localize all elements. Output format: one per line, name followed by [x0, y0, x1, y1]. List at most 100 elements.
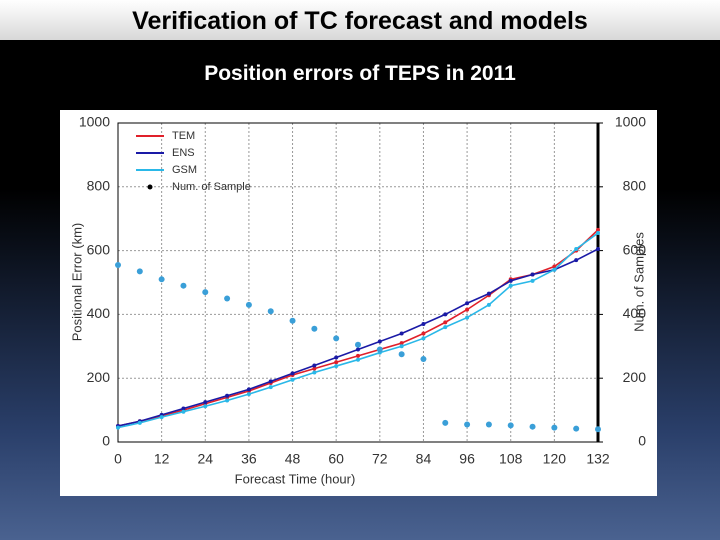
sample-dot: [333, 335, 340, 342]
line-marker: [596, 247, 600, 252]
line-marker: [443, 320, 448, 325]
sample-dot: [464, 421, 471, 428]
line-marker: [268, 379, 273, 384]
line-marker: [334, 364, 339, 369]
legend-label: TEM: [172, 130, 195, 142]
sample-dot: [224, 295, 231, 302]
y-tick-label: 0: [102, 433, 110, 449]
legend-label: ENS: [172, 147, 195, 159]
line-marker: [421, 331, 426, 336]
y-tick-label: 600: [87, 241, 111, 257]
sample-dot: [355, 341, 361, 348]
line-marker: [443, 312, 448, 317]
line-marker: [356, 347, 360, 352]
y-axis-title: Positional Error (km): [69, 223, 84, 341]
sample-dot: [245, 301, 252, 308]
line-marker: [465, 301, 470, 306]
y2-tick-label: 400: [623, 305, 647, 321]
line-marker: [465, 315, 470, 320]
y2-tick-label: 0: [638, 433, 646, 449]
line-marker: [203, 400, 208, 405]
sample-dot: [529, 423, 536, 430]
line-marker: [246, 387, 251, 392]
x-tick-label: 108: [499, 451, 523, 467]
line-marker: [443, 325, 448, 330]
line-marker: [312, 366, 317, 371]
line-marker: [203, 404, 208, 409]
line-marker: [137, 420, 142, 425]
line-marker: [399, 341, 404, 346]
line-marker: [486, 291, 491, 296]
y-tick-label: 400: [87, 305, 111, 321]
line-marker: [399, 344, 404, 349]
y-tick-label: 800: [87, 178, 111, 194]
line-marker: [574, 258, 579, 263]
line-marker: [225, 393, 230, 398]
x-tick-label: 12: [154, 451, 170, 467]
line-marker: [312, 370, 317, 375]
sample-dot: [136, 268, 143, 275]
y-tick-label: 200: [87, 369, 111, 385]
chart-background: [60, 110, 657, 496]
legend-label: GSM: [172, 164, 197, 176]
line-marker: [552, 264, 557, 269]
y-tick-label: 1000: [79, 114, 110, 130]
chart: Forecast Time (hour) Positional Error (k…: [60, 110, 657, 496]
line-marker: [356, 357, 360, 362]
line-marker: [334, 360, 339, 365]
line-marker: [312, 363, 317, 368]
line-marker: [181, 409, 186, 414]
sample-dot: [573, 425, 580, 432]
line-marker: [290, 371, 295, 376]
sample-dot: [311, 325, 318, 332]
line-marker: [246, 392, 251, 397]
sample-dot: [507, 422, 514, 429]
line-marker: [596, 227, 600, 232]
y2-tick-label: 200: [623, 369, 647, 385]
x-tick-label: 60: [328, 451, 344, 467]
sample-dot: [289, 317, 296, 324]
sample-dot: [398, 351, 405, 358]
line-marker: [399, 331, 404, 336]
x-tick-label: 132: [586, 451, 610, 467]
line-marker: [596, 231, 600, 236]
sample-dot: [485, 421, 492, 428]
y2-tick-label: 800: [623, 178, 647, 194]
sample-dot: [595, 426, 601, 433]
line-marker: [465, 307, 470, 312]
line-marker: [377, 339, 382, 344]
line-marker: [225, 398, 230, 403]
sample-dot: [420, 356, 427, 363]
y2-axis-title: Num. of Samples: [631, 232, 646, 332]
x-tick-label: 72: [372, 451, 388, 467]
sample-dot: [202, 289, 209, 296]
line-marker: [181, 406, 186, 411]
line-marker: [421, 336, 426, 341]
line-marker: [116, 425, 120, 430]
line-marker: [159, 415, 164, 420]
line-marker: [334, 355, 339, 360]
x-tick-label: 24: [197, 451, 213, 467]
legend-marker: [147, 184, 153, 190]
sample-dot: [551, 424, 558, 431]
line-marker: [486, 302, 491, 307]
sample-dot: [442, 419, 449, 426]
line-marker: [530, 278, 535, 283]
line-marker: [421, 321, 426, 326]
x-tick-label: 96: [459, 451, 475, 467]
line-marker: [574, 247, 579, 252]
slide-title: Verification of TC forecast and models: [0, 0, 720, 40]
x-tick-label: 0: [114, 451, 122, 467]
line-marker: [552, 267, 557, 272]
x-tick-label: 84: [416, 451, 432, 467]
line-marker: [268, 385, 273, 390]
legend-label: Num. of Sample: [172, 181, 251, 193]
x-axis-title: Forecast Time (hour): [235, 471, 356, 486]
line-marker: [508, 283, 513, 288]
sample-dot: [158, 276, 165, 283]
sample-dot: [115, 261, 121, 268]
slide-subtitle: Position errors of TEPS in 2011: [204, 62, 516, 85]
line-marker: [530, 272, 535, 277]
y2-tick-label: 1000: [615, 114, 646, 130]
